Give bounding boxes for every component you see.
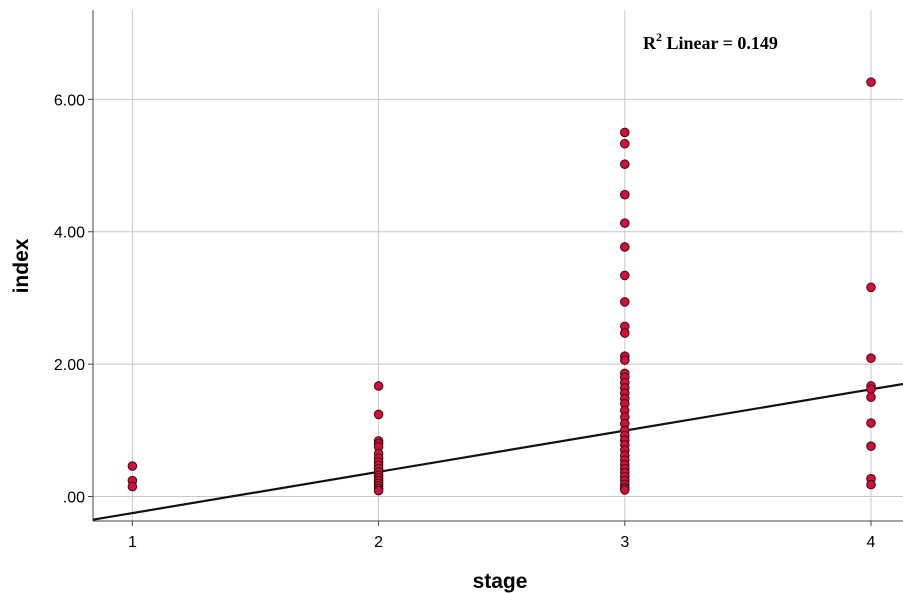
y-tick-label: .00 xyxy=(63,490,85,507)
data-points xyxy=(127,77,876,496)
y-tick-label: 6.00 xyxy=(54,92,85,109)
x-tick-label: 4 xyxy=(867,534,876,551)
data-point xyxy=(619,355,630,365)
data-point xyxy=(619,127,630,138)
x-tick-label: 1 xyxy=(128,534,137,551)
axes xyxy=(92,10,903,522)
x-axis-title: stage xyxy=(473,570,528,593)
data-point xyxy=(619,270,630,281)
y-tick-label: 4.00 xyxy=(54,225,85,242)
data-point xyxy=(619,297,630,307)
r-squared-superscript: 2 xyxy=(656,30,662,44)
data-point xyxy=(866,479,876,490)
grid-lines xyxy=(93,10,903,521)
data-point xyxy=(619,328,630,338)
data-point xyxy=(866,282,876,293)
fit-line-group xyxy=(92,382,903,521)
r-squared-annotation: R2 Linear = 0.149 xyxy=(643,30,778,53)
data-point xyxy=(373,409,384,420)
data-point xyxy=(619,242,630,252)
data-point xyxy=(866,392,876,403)
x-tick-label: 3 xyxy=(620,534,629,551)
data-point xyxy=(619,218,630,228)
data-point xyxy=(127,481,138,492)
linear-fit-line xyxy=(92,382,903,521)
y-tick-label: 2.00 xyxy=(54,357,85,374)
data-point xyxy=(866,418,876,428)
y-axis-title: index xyxy=(10,238,33,293)
data-point xyxy=(866,384,876,395)
x-tick-labels: 1 2 3 4 xyxy=(128,521,876,551)
data-point xyxy=(866,77,876,87)
data-point xyxy=(373,381,384,391)
data-point xyxy=(866,441,876,452)
x-tick-label: 2 xyxy=(374,534,383,551)
r-squared-text: Linear = 0.149 xyxy=(662,33,778,53)
data-point xyxy=(619,159,630,170)
r-squared-prefix: R xyxy=(643,33,657,53)
data-point xyxy=(127,461,138,471)
data-point xyxy=(619,189,630,200)
data-point xyxy=(619,485,630,495)
data-point xyxy=(619,138,630,149)
data-point xyxy=(373,485,384,496)
data-point xyxy=(866,353,876,363)
y-tick-labels: .00 2.00 4.00 6.00 xyxy=(54,92,93,507)
